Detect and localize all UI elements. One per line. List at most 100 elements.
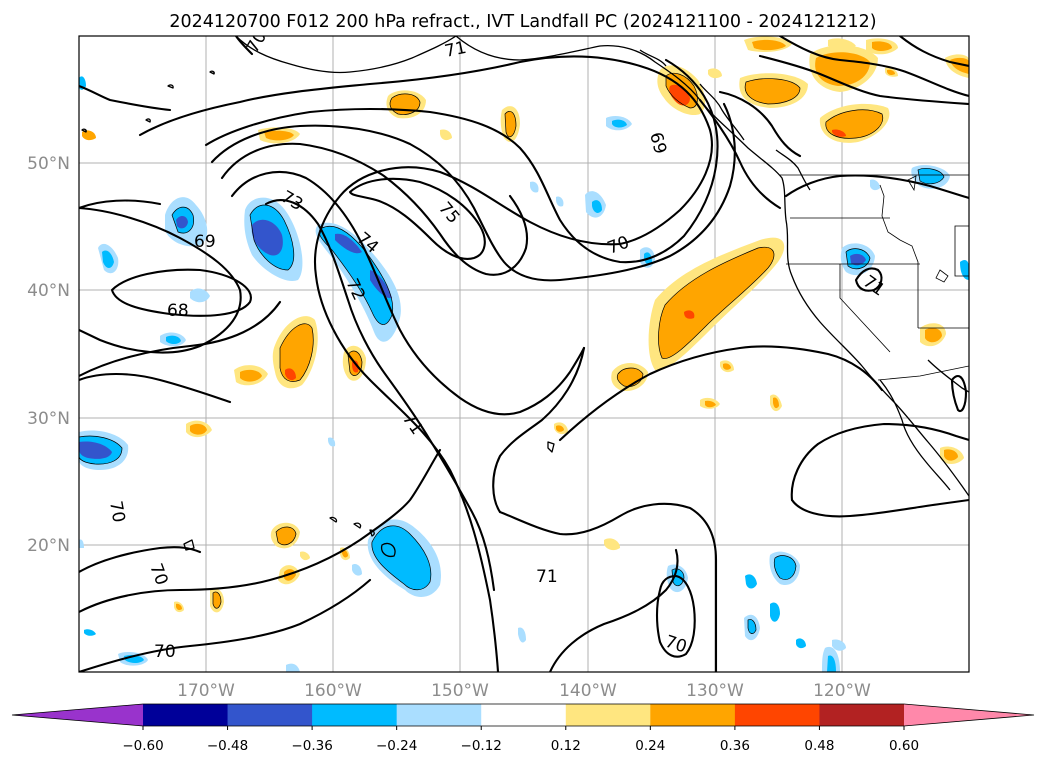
colorbar-extend-high — [904, 704, 1034, 726]
contour-71-south — [548, 548, 679, 672]
contour-label: 71 — [443, 38, 468, 62]
colorbar-segment — [819, 704, 905, 726]
contour-73 — [220, 142, 529, 276]
y-tick-label: 20°N — [27, 536, 70, 556]
colorbar-tick-label: 0.36 — [720, 738, 750, 754]
negative-region — [371, 525, 431, 590]
positive-region — [190, 423, 207, 435]
contour-70-west-b — [79, 300, 282, 378]
x-tick-label: 150°W — [431, 681, 489, 701]
negative-region — [827, 655, 836, 672]
negative-region — [870, 179, 880, 191]
positive-region — [723, 363, 731, 370]
x-tick-label: 130°W — [686, 681, 744, 701]
positive-region — [752, 39, 786, 51]
contour-label: 70 — [154, 642, 176, 662]
contour-70 — [204, 58, 719, 264]
contour-71-inner — [210, 102, 736, 282]
contour-70-bottom — [79, 578, 372, 672]
negative-region — [370, 270, 392, 299]
contour-71-sw — [79, 448, 442, 614]
us-mexico-border — [877, 365, 969, 381]
positive-region — [285, 368, 296, 381]
political-borders — [780, 174, 969, 381]
negative-region — [176, 216, 188, 229]
negative-region — [79, 539, 84, 548]
y-tick-label: 50°N — [27, 154, 70, 174]
positive-region — [745, 78, 800, 104]
negative-region — [79, 441, 112, 459]
positive-region — [556, 425, 564, 432]
state-border — [839, 264, 891, 353]
contour-east-1 — [784, 174, 969, 200]
colorbar-segment — [312, 704, 398, 726]
contour-69-west — [79, 206, 242, 354]
colorbar-segment — [734, 704, 820, 726]
contour-72 — [264, 199, 496, 592]
positive-region — [925, 328, 942, 343]
y-axis-labels: 50°N 40°N 30°N 20°N — [27, 154, 70, 556]
positive-region — [604, 538, 620, 551]
negative-region — [352, 564, 362, 576]
contour-label: 71 — [536, 567, 558, 587]
contour-69-west-b — [79, 199, 162, 210]
positive-region — [828, 38, 856, 49]
colorbar-segment — [227, 704, 313, 726]
contour-68 — [110, 268, 252, 317]
positive-region — [240, 369, 262, 382]
gulf-of-california — [927, 359, 969, 393]
contour-70-south — [655, 574, 696, 658]
positive-region — [176, 603, 182, 611]
contour-71-east — [558, 345, 884, 442]
positive-region — [684, 310, 695, 319]
negative-region — [251, 219, 283, 256]
colorbar-tick-label: −0.12 — [461, 738, 502, 754]
x-tick-label: 170°W — [177, 681, 235, 701]
state-border — [879, 184, 919, 328]
positive-region — [950, 57, 969, 74]
map-background — [79, 36, 969, 672]
contour-70-sw — [79, 546, 202, 574]
hawaii-island — [369, 529, 375, 537]
bc-inlets — [699, 83, 745, 141]
island — [81, 128, 87, 133]
colorbar-segment — [565, 704, 651, 726]
negative-region — [556, 196, 564, 207]
negative-region — [190, 288, 210, 303]
positive-region — [280, 323, 314, 382]
negative-region — [84, 629, 96, 636]
coast-detail — [639, 49, 667, 67]
island — [547, 441, 555, 453]
contour-74 — [230, 171, 586, 416]
negative-region — [286, 663, 300, 672]
positive-region — [276, 526, 296, 545]
positive-region — [213, 592, 221, 609]
contour-70-east — [790, 422, 969, 502]
contour-71-main — [138, 55, 713, 672]
contour-70-nw — [79, 84, 172, 112]
gridlines — [79, 36, 969, 672]
negative-region — [960, 260, 969, 280]
alaska-coast — [235, 36, 457, 74]
colorbar-tick-label: −0.60 — [122, 738, 163, 754]
positive-region — [82, 130, 96, 141]
positive-region — [708, 68, 722, 79]
map-frame — [78, 35, 970, 673]
positive-region — [300, 551, 310, 561]
positive-region — [342, 549, 348, 558]
negative-region — [745, 574, 757, 589]
positive-region — [505, 111, 516, 137]
x-tick-label: 120°W — [813, 681, 871, 701]
colorbar-segment — [481, 704, 567, 726]
baja-california — [879, 379, 951, 491]
island — [167, 84, 174, 89]
colorbar-tick-label: 0.60 — [889, 738, 919, 754]
positive-region — [352, 360, 359, 373]
contour-71-ne — [898, 36, 969, 68]
contour-bc — [718, 90, 802, 158]
x-tick-label: 140°W — [559, 681, 617, 701]
negative-region — [335, 233, 362, 254]
colorbar-tick-label: 0.12 — [551, 738, 581, 754]
contour-70-nw-b — [234, 36, 254, 56]
